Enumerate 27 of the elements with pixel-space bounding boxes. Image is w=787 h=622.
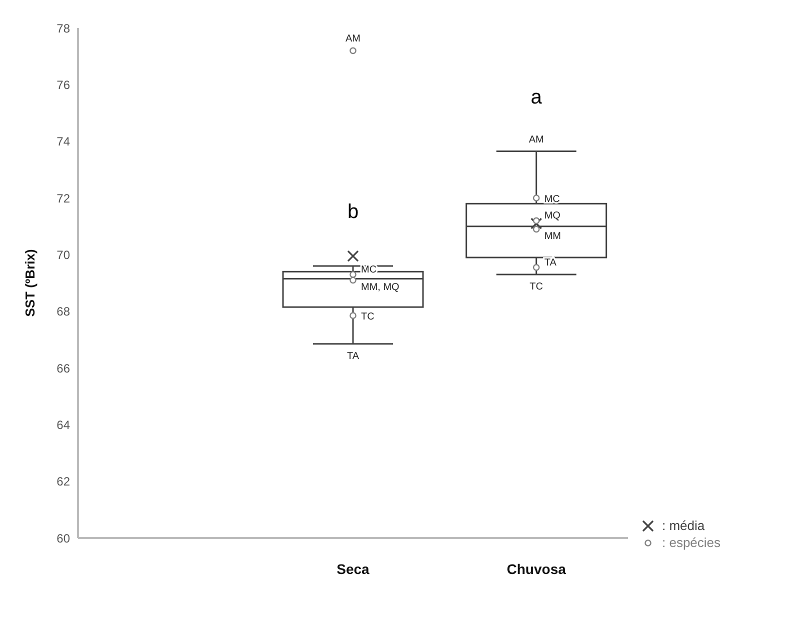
annotation: TA xyxy=(346,350,360,362)
y-tick-label: 74 xyxy=(56,134,70,149)
y-axis-title: SST (ºBrix) xyxy=(22,249,38,317)
annotation: AM xyxy=(528,134,544,146)
y-tick-label: 72 xyxy=(56,191,70,206)
annotation: b xyxy=(347,201,359,223)
y-tick-label: 66 xyxy=(56,361,70,376)
y-tick-label: 60 xyxy=(56,531,70,546)
annotation: a xyxy=(530,86,543,108)
y-tick-label: 68 xyxy=(56,304,70,319)
legend-label: : espécies xyxy=(662,535,722,550)
legend-label: : média xyxy=(662,518,706,533)
y-tick-label: 76 xyxy=(56,78,70,92)
y-tick-label: 78 xyxy=(56,21,70,36)
y-tick-label: 64 xyxy=(56,418,70,432)
annotation: TA xyxy=(544,257,557,268)
annotation: MC xyxy=(544,194,560,205)
annotation: TC xyxy=(530,282,544,292)
annotation: MQ xyxy=(544,210,561,222)
annotation: MM xyxy=(544,231,562,242)
annotation: AM xyxy=(346,34,360,45)
y-tick-label: 70 xyxy=(56,248,70,262)
annotation: TC xyxy=(361,312,374,323)
x-tick-label: Chuvosa xyxy=(506,560,566,577)
x-tick-label: Seca xyxy=(336,560,370,577)
y-tick-label: 62 xyxy=(56,474,70,489)
annotation: MM, MQ xyxy=(361,282,400,294)
